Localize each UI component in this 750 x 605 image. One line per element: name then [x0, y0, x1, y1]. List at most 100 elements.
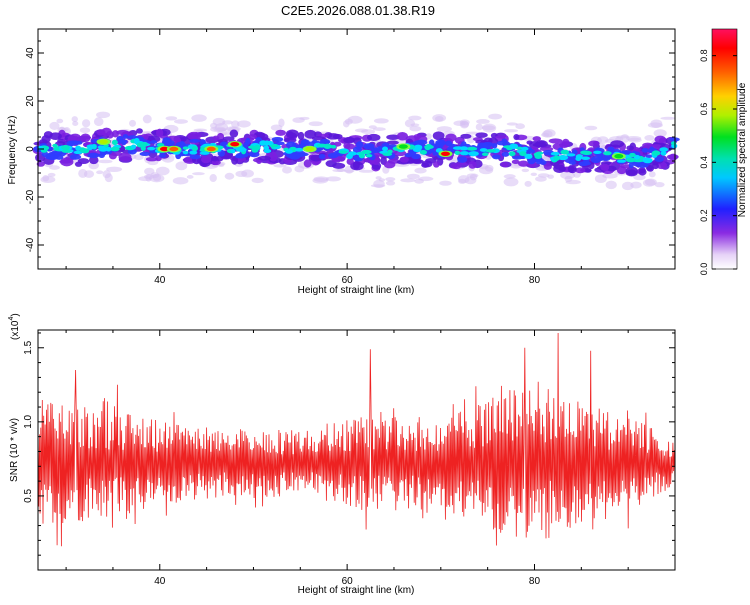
- spectrogram-ridge-blob: [581, 156, 591, 160]
- spectrogram-band-blob: [537, 140, 546, 147]
- spectrogram-halo-blob: [458, 175, 470, 184]
- spectrogram-halo-blob: [49, 165, 60, 170]
- spectrogram-band-blob: [212, 135, 220, 141]
- spectrogram-halo-blob: [102, 170, 111, 179]
- spectrogram-band-blob: [421, 162, 430, 168]
- spectrogram-halo-blob: [642, 179, 656, 187]
- spectrogram-halo-blob: [96, 170, 104, 175]
- spectrogram-ridge-blob: [61, 149, 71, 153]
- spectrogram-halo-blob: [149, 174, 165, 183]
- colorbar-tick-label: 0.4: [699, 156, 709, 169]
- spectrogram-ridge-blob: [660, 150, 667, 156]
- spectrogram-core-blob: [275, 141, 285, 146]
- spectrogram-band-blob: [532, 136, 541, 142]
- spectrogram-ridge-blob: [106, 146, 112, 152]
- colorbar-frame: [711, 28, 738, 270]
- spectrogram-halo-blob: [191, 114, 207, 122]
- spectrogram-band-blob: [548, 138, 563, 144]
- spectrogram-core-blob: [288, 152, 301, 160]
- spectrogram-ridge-blob: [642, 157, 653, 164]
- spectrogram-band-blob: [600, 163, 610, 171]
- spectrogram-band-blob: [88, 156, 99, 165]
- spectrogram-halo-blob: [40, 176, 56, 184]
- spectrogram-band-blob: [518, 160, 529, 167]
- spectrogram-core-blob: [480, 144, 491, 150]
- spectrogram-band-blob: [344, 143, 356, 150]
- spectrogram-ridge-blob: [79, 147, 86, 153]
- spectrogram-x-tick-label: 80: [529, 275, 541, 286]
- spectrogram-halo-blob: [547, 174, 554, 179]
- spectrogram-band-blob: [450, 162, 462, 170]
- spectrogram-halo-blob: [648, 171, 656, 178]
- svg-text:(x104): (x104): [8, 313, 21, 340]
- spectrogram-core-blob: [492, 154, 501, 160]
- snr-y-tick-label: 1.0: [23, 414, 34, 428]
- spectrogram-ridge-blob: [629, 152, 636, 158]
- spectrogram-x-axis-label: Height of straight line (km): [298, 285, 415, 296]
- spectrogram-hotspot: [230, 142, 240, 147]
- spectrogram-core-blob: [353, 157, 363, 162]
- spectrogram-hotspot: [169, 146, 179, 152]
- spectrogram-core-blob: [491, 143, 498, 149]
- spectrogram-hotspot: [398, 144, 408, 149]
- colorbar-tick-label: 0.0: [699, 263, 709, 276]
- colorbar-label: Normalized spectral amplitude: [737, 82, 748, 217]
- spectrogram-core-blob: [150, 140, 158, 144]
- snr-scale-factor: (x104): [8, 313, 21, 340]
- spectrogram-ridge-blob: [533, 152, 541, 157]
- spectrogram-ridge-blob: [425, 144, 433, 149]
- spectrogram-band-blob: [283, 137, 297, 143]
- spectrogram-ridge-blob: [603, 151, 612, 156]
- spectrogram-core-blob: [311, 139, 318, 144]
- snr-x-tick-label: 60: [342, 576, 354, 587]
- spectrogram-ridge-blob: [263, 148, 272, 154]
- spectrogram-halo-blob: [605, 180, 617, 190]
- spectrogram-band-blob: [543, 162, 552, 170]
- spectrogram-halo-blob: [72, 121, 79, 126]
- spectrogram-core-blob: [66, 140, 76, 147]
- spectrogram-halo-blob: [560, 171, 576, 180]
- spectrogram-halo-blob: [209, 174, 217, 183]
- spectrogram-band-blob: [200, 155, 212, 164]
- spectrogram-ridge-blob: [659, 147, 669, 152]
- spectrogram-core-blob: [159, 153, 167, 158]
- spectrogram-halo-blob: [96, 111, 111, 119]
- spectrogram-halo-blob: [106, 166, 123, 173]
- spectrogram-band-blob: [145, 157, 158, 162]
- spectrogram-core-blob: [432, 150, 438, 156]
- spectrogram-core-blob: [460, 141, 467, 148]
- spectrogram-core-blob: [318, 153, 326, 160]
- spectrogram-halo-blob: [476, 119, 490, 124]
- spectrogram-band-blob: [468, 160, 477, 169]
- spectrogram-band-blob: [231, 156, 239, 165]
- spectrogram-ridge-blob: [189, 150, 198, 155]
- spectrogram-core-blob: [285, 141, 297, 149]
- spectrogram-core-blob: [352, 146, 362, 154]
- spectrogram-halo-blob: [469, 173, 478, 181]
- spectrogram-band-blob: [513, 133, 520, 141]
- spectrogram-ridge-blob: [519, 151, 527, 157]
- snr-series-line: [38, 332, 675, 547]
- spectrogram-core-blob: [415, 139, 428, 145]
- spectrogram-band-blob: [413, 159, 424, 164]
- spectrogram-halo-blob: [647, 122, 663, 128]
- spectrogram-halo-blob: [584, 125, 598, 131]
- spectrogram-halo-blob: [506, 122, 518, 126]
- spectrogram-halo-blob: [347, 115, 363, 124]
- spectrogram-halo-blob: [535, 176, 547, 182]
- spectrogram-ridge-blob: [459, 151, 469, 156]
- spectrogram-halo-blob: [128, 119, 137, 127]
- spectrogram-halo-blob: [231, 120, 240, 129]
- spectrogram-ridge-blob: [199, 151, 210, 155]
- spectrogram-y-tick-label: -40: [25, 237, 36, 252]
- spectrogram-ridge-blob: [616, 159, 627, 163]
- spectrogram-band-blob: [343, 136, 356, 144]
- spectrogram-band-blob: [303, 159, 312, 168]
- spectrogram-halo-blob: [273, 164, 287, 168]
- spectrogram-halo-blob: [400, 178, 416, 183]
- spectrogram-ridge-blob: [625, 157, 636, 163]
- figure-title: C2E5.2026.088.01.38.R19: [281, 3, 435, 18]
- spectrogram-halo-blob: [439, 180, 452, 186]
- spectrogram-core-blob: [568, 160, 577, 165]
